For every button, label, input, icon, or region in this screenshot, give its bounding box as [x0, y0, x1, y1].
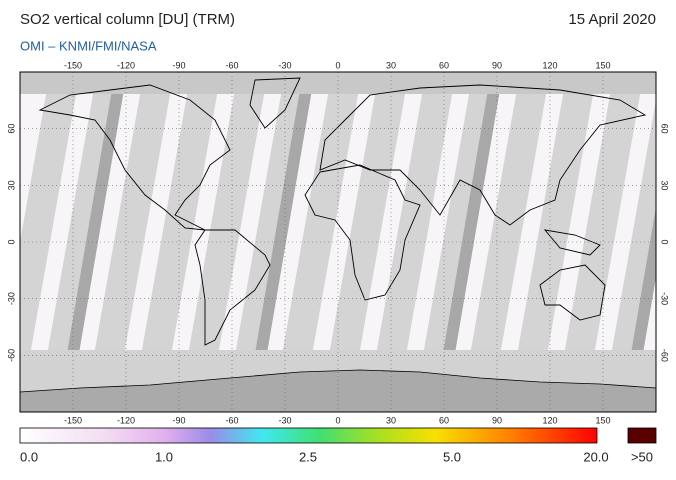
lat-label: 30	[660, 180, 670, 190]
date: 15 April 2020	[568, 11, 656, 28]
map-frame	[19, 71, 657, 413]
lat-label: 0	[6, 239, 16, 244]
lon-label: -150	[64, 415, 82, 425]
swath	[366, 72, 456, 412]
colorbar-label: 2.5	[299, 449, 317, 464]
colorbar-labels: 0.0 1.0 2.5 5.0 20.0	[20, 449, 609, 464]
map	[20, 72, 656, 412]
lon-label: -30	[278, 60, 291, 70]
colorbar-overflow	[627, 427, 657, 444]
swath	[554, 72, 644, 412]
ticks: -150 -150 -120 -120 -90 -90 -60 -60 -30 -30 0 0 30 30…	[6, 60, 669, 425]
lat-label: -30	[6, 292, 16, 305]
lon-label: -120	[117, 60, 135, 70]
colorbar	[19, 427, 598, 444]
polar-gap	[20, 72, 656, 94]
coast	[194, 229, 271, 346]
lon-label: -90	[172, 415, 185, 425]
lon-label: 30	[386, 60, 396, 70]
lon-label: -30	[278, 415, 291, 425]
lat-label: 60	[660, 124, 670, 134]
lon-label: 30	[386, 415, 396, 425]
swath	[272, 72, 362, 412]
lon-label: 150	[595, 415, 610, 425]
lon-label: 150	[595, 60, 610, 70]
swath	[20, 72, 80, 412]
lon-label: 90	[492, 60, 502, 70]
coast	[249, 77, 301, 129]
lat-label: 0	[660, 239, 670, 244]
lon-label: -90	[172, 60, 185, 70]
colorbar-label: 20.0	[583, 449, 608, 464]
lat-label: -60	[660, 349, 670, 362]
coast	[543, 229, 601, 256]
colorbar-label: 5.0	[443, 449, 461, 464]
lat-label: -30	[660, 292, 670, 305]
graticule	[20, 72, 656, 412]
lon-label: -150	[64, 60, 82, 70]
colorbar-overflow-label: >50	[631, 449, 653, 464]
lon-label: -120	[117, 415, 135, 425]
coast	[304, 164, 421, 301]
lat-label: 30	[6, 180, 16, 190]
coast	[38, 84, 231, 231]
colorbar-label: 0.0	[20, 449, 38, 464]
colorbar-label: 1.0	[155, 449, 173, 464]
lon-label: 0	[335, 60, 340, 70]
coast	[319, 84, 647, 226]
lon-label: -60	[225, 60, 238, 70]
lon-label: 120	[542, 60, 557, 70]
title: SO2 vertical column [DU] (TRM)	[20, 11, 235, 28]
swath	[460, 72, 550, 412]
lon-label: 90	[492, 415, 502, 425]
lat-label: 60	[6, 124, 16, 134]
lon-label: 60	[439, 60, 449, 70]
coastlines	[38, 77, 647, 346]
lon-label: 60	[439, 415, 449, 425]
lon-label: 120	[542, 415, 557, 425]
source: OMI – KNMI/FMI/NASA	[20, 38, 157, 53]
lon-label: 0	[335, 415, 340, 425]
lat-label: -60	[6, 349, 16, 362]
lon-label: -60	[225, 415, 238, 425]
swath	[178, 72, 268, 412]
